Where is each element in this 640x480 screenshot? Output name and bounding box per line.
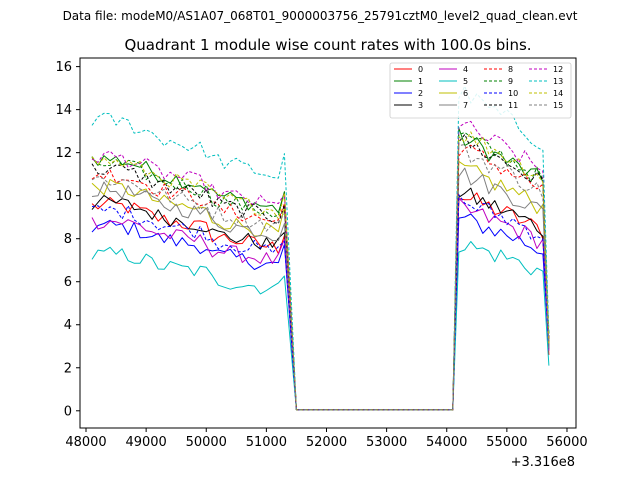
legend-label-5: 5 <box>463 77 468 86</box>
y-tick-label: 10 <box>55 189 72 204</box>
series-line-11 <box>91 134 550 411</box>
legend-box <box>389 62 572 119</box>
plot-background <box>80 58 576 428</box>
x-axis: 48000 49000 50000 51000 52000 53000 54000 55000… <box>65 428 588 450</box>
y-tick-label: 12 <box>55 146 72 161</box>
legend-label-12: 12 <box>553 65 563 74</box>
x-tick-label: 48000 <box>65 435 106 450</box>
series-line-4 <box>91 197 550 411</box>
series-line-5 <box>91 241 550 411</box>
series-line-3 <box>91 187 550 411</box>
x-tick-label: 50000 <box>186 435 227 450</box>
y-axis: 0 2 4 6 8 10 12 14 16 <box>55 60 80 419</box>
x-tick-label: 52000 <box>306 435 347 450</box>
chart-title: Quadrant 1 module wise count rates with … <box>124 36 531 54</box>
legend-label-1: 1 <box>418 77 423 86</box>
x-tick-label: 49000 <box>125 435 166 450</box>
series-line-9 <box>91 132 550 411</box>
y-tick-label: 0 <box>64 404 72 419</box>
legend-label-7: 7 <box>463 101 468 110</box>
legend-label-4: 4 <box>463 65 468 74</box>
legend-label-13: 13 <box>553 77 563 86</box>
x-tick-label: 51000 <box>246 435 287 450</box>
plot-area <box>79 57 577 429</box>
legend-label-14: 14 <box>553 89 563 98</box>
legend-label-11: 11 <box>508 101 518 110</box>
series-line-15 <box>91 144 550 411</box>
legend-label-0: 0 <box>418 65 423 74</box>
legend-label-2: 2 <box>418 89 423 98</box>
series-line-6 <box>91 160 550 411</box>
legend-label-10: 10 <box>508 89 518 98</box>
plot-frame <box>79 57 577 429</box>
legend-label-3: 3 <box>418 101 423 110</box>
series-line-10 <box>91 194 550 411</box>
y-tick-label: 8 <box>64 232 72 247</box>
legend-label-15: 15 <box>553 101 563 110</box>
series-line-12 <box>91 120 550 411</box>
x-tick-label: 55000 <box>486 435 527 450</box>
x-offset-label: +3.316e8 <box>511 455 575 470</box>
y-tick-label: 4 <box>64 318 72 333</box>
series-line-8 <box>91 144 550 411</box>
chart-suptitle: Data file: modeM0/AS1A07_068T01_90000037… <box>63 9 578 23</box>
y-tick-label: 16 <box>55 60 72 75</box>
y-tick-label: 2 <box>64 361 72 376</box>
series-line-0 <box>91 192 550 411</box>
legend-label-6: 6 <box>463 89 468 98</box>
x-tick-label: 56000 <box>546 435 587 450</box>
y-tick-label: 14 <box>55 103 72 118</box>
series-line-2 <box>91 213 550 411</box>
legend-label-9: 9 <box>508 77 513 86</box>
x-tick-label: 54000 <box>426 435 467 450</box>
series-line-14 <box>91 131 550 411</box>
legend-label-8: 8 <box>508 65 513 74</box>
series-line-7 <box>91 167 550 411</box>
series-lines <box>91 85 550 411</box>
y-tick-label: 6 <box>64 275 72 290</box>
x-tick-label: 53000 <box>366 435 407 450</box>
